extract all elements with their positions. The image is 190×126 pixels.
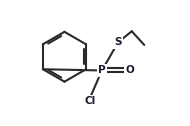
Text: O: O xyxy=(125,66,134,75)
Text: Cl: Cl xyxy=(84,96,96,106)
Text: P: P xyxy=(98,66,106,75)
Text: S: S xyxy=(114,37,122,48)
